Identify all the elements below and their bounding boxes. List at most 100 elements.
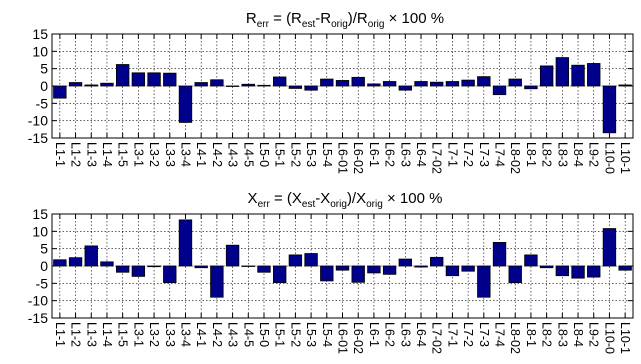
x-tick-label: L1-2: [69, 142, 83, 167]
bar-L8-4: [571, 265, 585, 279]
x-tick-label: L5-2: [288, 142, 302, 167]
x-tick-label: L3-1: [131, 322, 145, 347]
bar-L4-3: [225, 85, 240, 87]
x-tick-label: L3-1: [131, 142, 145, 167]
bar-L9-2: [587, 63, 601, 87]
x-tick-label: L5-3: [304, 322, 318, 347]
x-tick-label: L8-1: [524, 322, 538, 347]
x-tick-label: L6-01: [336, 142, 350, 174]
x-tick-label: L9-2: [587, 322, 601, 347]
bar-L6-02: [351, 76, 365, 87]
bar-L6-4: [414, 81, 428, 87]
x-tick-label: L6-3: [398, 142, 412, 167]
x-tick-label: L4-3: [226, 142, 240, 167]
x-tick-label: L8-4: [571, 142, 585, 167]
x-tick-label: L1-3: [84, 142, 98, 167]
x-tick-label: L6-02: [351, 142, 365, 174]
bar-L6-1: [367, 83, 381, 87]
x-tick-label: L6-2: [383, 142, 397, 167]
bar-L6-2: [382, 265, 397, 275]
y-tick-label: 5: [40, 241, 48, 257]
bar-L5-3: [304, 85, 318, 91]
bar-L6-3: [398, 85, 412, 91]
chart-title: Rerr = (Rest-Rorig)/Rorig × 100 %: [246, 10, 444, 30]
bar-L1-2: [68, 82, 83, 87]
y-tick-label: -15: [28, 310, 48, 326]
bar-L1-1: [53, 259, 67, 267]
bar-L3-3: [163, 72, 177, 87]
bar-L8-02: [508, 78, 522, 87]
x-tick-label: L5-2: [288, 322, 302, 347]
x-tick-label: L10-1: [618, 142, 632, 174]
x-tick-label: L4-3: [226, 322, 240, 347]
x-tick-label: L3-4: [178, 142, 192, 167]
bar-L6-4: [414, 265, 428, 268]
bar-L7-3: [477, 76, 491, 87]
x-tick-label: L6-01: [336, 322, 350, 354]
x-tick-label: L7-2: [461, 142, 475, 167]
x-tick-label: L8-3: [555, 142, 569, 167]
x-tick-label: L4-2: [210, 322, 224, 347]
x-tick-label: L8-2: [540, 142, 554, 167]
bar-L8-3: [555, 57, 570, 87]
bar-L1-2: [68, 257, 83, 267]
x-tick-label: L8-02: [508, 322, 522, 354]
x-tick-label: L5-0: [257, 142, 271, 167]
bar-L8-3: [555, 265, 570, 277]
x-tick-label: L7-02: [430, 322, 444, 354]
x-tick-label: L3-2: [147, 322, 161, 347]
y-tick-label: 15: [32, 26, 48, 42]
x-tick-label: L1-3: [84, 322, 98, 347]
x-tick-label: L3-4: [178, 322, 192, 347]
x-tick-label: L7-1: [445, 142, 459, 167]
bar-L3-2: [147, 265, 161, 268]
bar-L5-0: [257, 84, 271, 87]
x-tick-label: L4-5: [241, 322, 255, 347]
y-tick-label: 10: [32, 43, 48, 59]
x-tick-label: L7-02: [430, 142, 444, 174]
x-tick-label: L8-4: [571, 322, 585, 347]
bar-L4-5: [241, 265, 255, 267]
bar-L5-3: [304, 253, 318, 267]
bar-L1-3: [84, 245, 98, 267]
x-tick-label: L4-5: [241, 142, 255, 167]
x-tick-label: L6-02: [351, 322, 365, 354]
bar-L4-1: [194, 82, 208, 87]
x-tick-label: L1-1: [53, 142, 67, 167]
y-tick-label: 5: [40, 61, 48, 77]
bar-L1-4: [100, 82, 114, 87]
bar-L6-01: [335, 80, 350, 87]
x-tick-label: L7-4: [493, 142, 507, 167]
bar-L8-2: [539, 65, 554, 87]
bar-L7-02: [430, 256, 444, 267]
bar-L7-4: [492, 242, 507, 267]
bar-L7-1: [445, 81, 460, 87]
x-tick-label: L9-2: [587, 142, 601, 167]
bar-L6-3: [398, 258, 412, 267]
bar-L1-3: [84, 84, 98, 87]
x-tick-label: L5-3: [304, 142, 318, 167]
x-tick-label: L5-1: [273, 142, 287, 167]
x-tick-label: L8-3: [555, 322, 569, 347]
bar-L5-2: [288, 85, 303, 89]
y-tick-label: -5: [36, 275, 49, 291]
bar-L6-2: [382, 81, 397, 87]
x-tick-label: L5-4: [320, 322, 334, 347]
bar-L8-4: [571, 64, 585, 87]
x-tick-label: L6-1: [367, 322, 381, 347]
bar-L5-0: [257, 265, 271, 273]
bar-L1-1: [53, 85, 67, 99]
x-tick-label: L3-3: [163, 322, 177, 347]
x-tick-label: L7-1: [445, 322, 459, 347]
bar-L4-2: [210, 79, 224, 87]
x-tick-label: L6-3: [398, 322, 412, 347]
bar-L8-1: [524, 254, 538, 267]
x-tick-label: L7-3: [477, 322, 491, 347]
bar-L3-1: [131, 265, 146, 277]
y-tick-label: -5: [36, 95, 49, 111]
bar-L10-0: [602, 85, 617, 134]
